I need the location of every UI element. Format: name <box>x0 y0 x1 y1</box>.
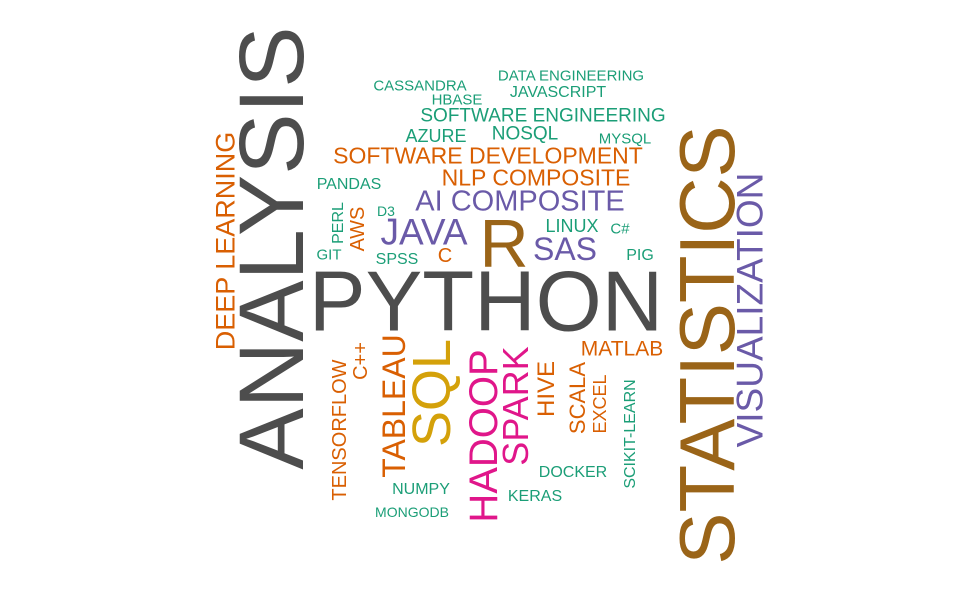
word-excel: EXCEL <box>590 374 610 434</box>
word-spark: SPARK <box>495 346 536 466</box>
word-sql: SQL <box>402 338 462 448</box>
word-spss: SPSS <box>375 251 419 268</box>
word-ai-composite: AI COMPOSITE <box>415 185 625 218</box>
word-visualization: VISUALIZATION <box>729 172 771 448</box>
word-matlab: MATLAB <box>580 337 664 361</box>
word-numpy: NUMPY <box>392 481 450 498</box>
word-java: JAVA <box>380 211 468 253</box>
word-keras: KERAS <box>507 488 563 505</box>
word-pig: PIG <box>626 247 654 264</box>
word-mysql: MYSQL <box>598 130 652 148</box>
word-python: PYTHON <box>308 254 664 350</box>
word-docker: DOCKER <box>538 464 608 481</box>
word-pandas: PANDAS <box>316 176 382 193</box>
word-nlp-composite: NLP COMPOSITE <box>441 164 631 191</box>
word-linux: LINUX <box>545 216 599 236</box>
word-nosql: NOSQL <box>491 123 559 145</box>
word-hive: HIVE <box>533 360 560 418</box>
word-data-engineering: DATA ENGINEERING <box>497 67 645 85</box>
word-scala: SCALA <box>565 361 590 435</box>
word-c-plus-plus: C++ <box>350 342 372 380</box>
word-sas: SAS <box>532 231 598 267</box>
word-cassandra: CASSANDRA <box>373 77 467 95</box>
word-azure: AZURE <box>405 126 467 146</box>
word-hbase: HBASE <box>431 91 483 109</box>
word-software-engineering: SOFTWARE ENGINEERING <box>420 105 666 127</box>
word-tableau: TABLEAU <box>376 334 412 478</box>
word-scikit-learn: SCIKIT-LEARN <box>622 379 639 489</box>
word-deep-learning: DEEP LEARNING <box>210 131 241 351</box>
word-javascript: JAVASCRIPT <box>509 84 607 101</box>
word-software-development: SOFTWARE DEVELOPMENT <box>333 142 643 169</box>
word-perl: PERL <box>330 202 347 244</box>
word-c-sharp: C# <box>610 220 630 238</box>
word-mongodb: MONGODB <box>375 504 449 520</box>
word-git: GIT <box>316 246 342 264</box>
word-c: C <box>437 245 453 267</box>
word-r: R <box>479 206 529 282</box>
word-tensorflow: TENSORFLOW <box>329 359 351 501</box>
word-d3: D3 <box>377 203 395 219</box>
word-aws: AWS <box>347 206 369 252</box>
